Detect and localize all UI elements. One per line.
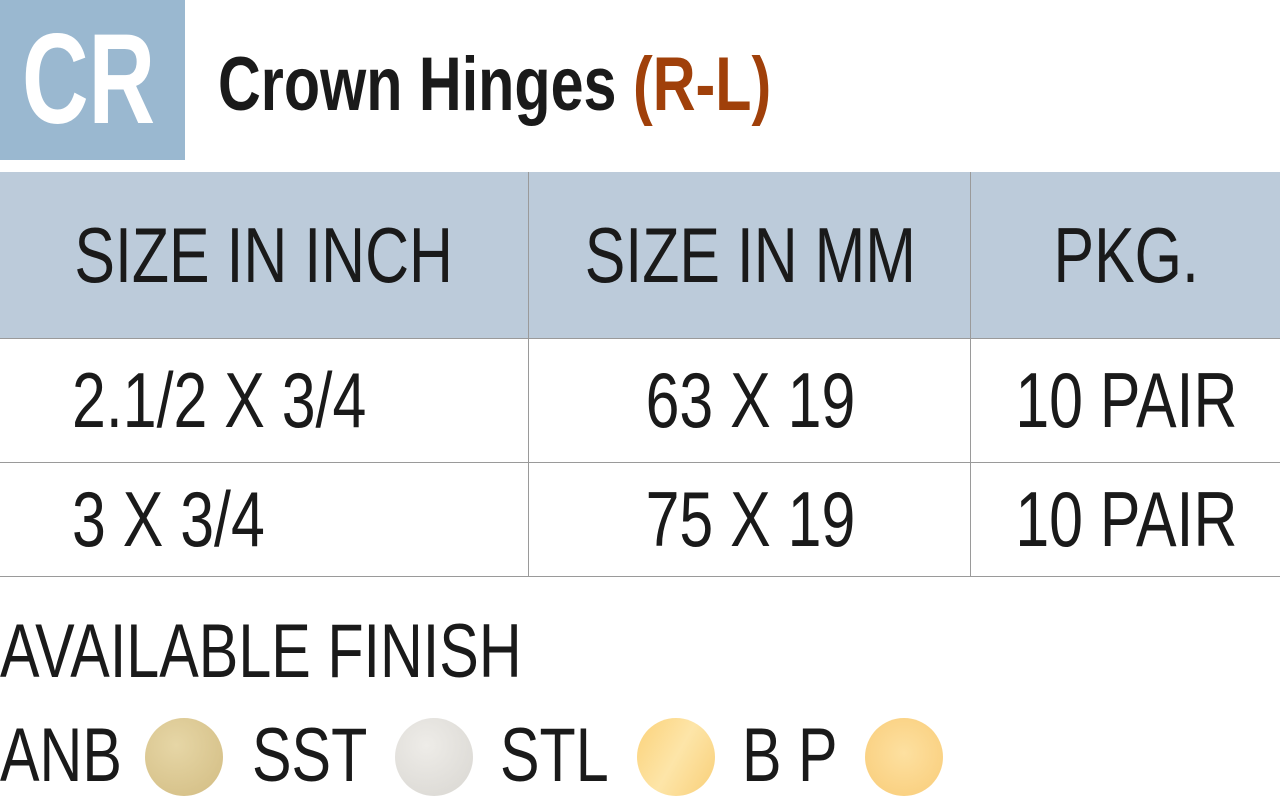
finish-swatch-stl — [637, 718, 715, 796]
header-size-mm: SIZE IN MM — [584, 210, 916, 299]
finish-bp-label: B P — [742, 713, 838, 798]
cell-mm: 63 X 19 — [645, 355, 855, 444]
table-row: 3 X 3/4 75 X 19 10 PAIR — [0, 462, 1280, 577]
finish-swatch-bp — [865, 718, 943, 796]
table-header: SIZE IN INCH SIZE IN MM PKG. — [0, 172, 1280, 339]
table-row: 2.1/2 X 3/4 63 X 19 10 PAIR — [0, 338, 1280, 463]
cell-pkg: 10 PAIR — [1014, 474, 1238, 563]
finish-swatch-sst — [395, 718, 473, 796]
finish-sst-label: SST — [252, 713, 368, 798]
cell-inch: 3 X 3/4 — [72, 474, 265, 563]
finish-stl-label: STL — [500, 713, 609, 798]
header-size-inch: SIZE IN INCH — [74, 210, 454, 299]
cell-pkg: 10 PAIR — [1014, 355, 1238, 444]
cell-inch: 2.1/2 X 3/4 — [72, 355, 367, 444]
series-badge: CR — [0, 0, 185, 160]
finish-heading: AVAILABLE FINISH — [0, 609, 522, 694]
finish-anb-label: ANB — [0, 713, 122, 798]
title-suffix: (R-L) — [632, 42, 772, 127]
title-main: Crown Hinges — [218, 42, 617, 127]
header-pkg: PKG. — [1053, 210, 1199, 299]
product-title: Crown Hinges (R-L) — [218, 40, 927, 130]
cell-mm: 75 X 19 — [645, 474, 855, 563]
finish-swatch-anb — [145, 718, 223, 796]
